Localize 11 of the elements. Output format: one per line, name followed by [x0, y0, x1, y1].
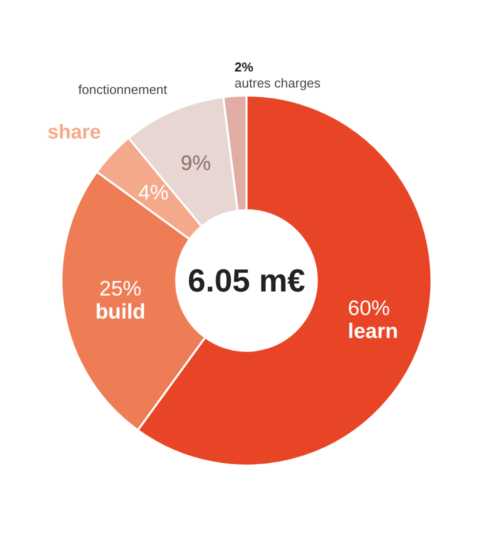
- data-label: 4%: [138, 182, 169, 205]
- slice-label: fonctionnement: [78, 82, 168, 98]
- data-label: 2%: [234, 59, 254, 74]
- slice-label: autres charges: [234, 75, 322, 90]
- slice-label: learn: [348, 320, 398, 343]
- data-label: 25%: [99, 277, 142, 300]
- data-label: 9%: [180, 152, 211, 175]
- slice-label: build: [95, 300, 146, 324]
- text: 6.05 m€: [188, 262, 306, 298]
- slice-label: share: [47, 122, 101, 144]
- data-label: 60%: [348, 296, 390, 320]
